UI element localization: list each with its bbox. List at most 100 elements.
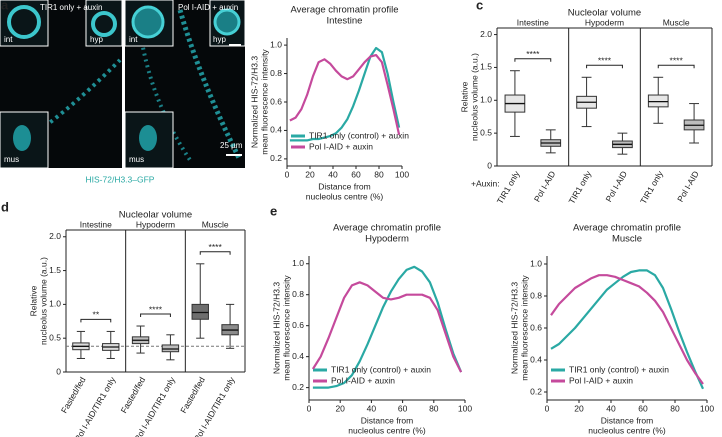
- group-label: Hypoderm: [136, 219, 175, 229]
- image-title: TIR1 only + auxin: [40, 3, 102, 12]
- y-tick-label: 0.6: [270, 96, 282, 106]
- chart-title: Average chromatin profile: [290, 5, 398, 16]
- x-tick-label: Fasted/fed: [178, 375, 207, 415]
- box: [647, 94, 669, 108]
- significance-bracket: [586, 64, 623, 69]
- y-tick-label: 1.5: [480, 62, 492, 72]
- y-axis-label: nucleolus volume (a.u.): [469, 53, 479, 141]
- chart-subtitle: Muscle: [612, 234, 642, 245]
- x-tick-label: 20: [574, 403, 584, 413]
- chart-subtitle: Intestine: [327, 16, 363, 27]
- nucleus: [91, 11, 117, 37]
- y-tick-label: 2.0: [49, 231, 61, 241]
- series-line: [289, 54, 401, 135]
- worm-nuclei: [8, 58, 122, 152]
- x-tick-label: Fasted/fed: [119, 375, 148, 415]
- chart-title: Average chromatin profile: [573, 223, 681, 234]
- image-title: Pol I-AID + auxin: [178, 3, 238, 12]
- y-axis-label: Normalized HIS-72/H3.3: [271, 282, 281, 374]
- x-tick-label: 100: [395, 169, 409, 179]
- x-tick-label: Pol I-AID: [532, 169, 558, 203]
- x-axis-label: Distance from: [318, 181, 370, 191]
- panel-letter: d: [1, 199, 9, 214]
- nucleus: [213, 8, 241, 36]
- box: [191, 303, 209, 320]
- caption: HIS-72/H3.3–GFP: [86, 174, 155, 184]
- y-tick-label: 0.8: [530, 290, 542, 300]
- y-tick-label: 0.2: [292, 382, 304, 392]
- x-tick-label: 0: [285, 169, 290, 179]
- nucleus: [13, 125, 31, 151]
- x-axis-label: Distance from: [361, 415, 413, 425]
- inset-label: hyp: [213, 35, 226, 44]
- chart-title: Average chromatin profile: [333, 223, 441, 234]
- panel-letter: c: [476, 0, 483, 12]
- panel-a: a TIR1 only + auxin Pol I-AID + auxin in…: [0, 0, 246, 184]
- chart-title: Nucleolar volume: [119, 210, 192, 221]
- x-tick-label: 80: [429, 403, 439, 413]
- y-tick-label: 0.5: [49, 332, 61, 342]
- x-tick-label: TIR1 only: [638, 168, 665, 205]
- y-axis-label: Normalized HIS-72/H3.3: [249, 56, 259, 148]
- group-label: Intestine: [517, 17, 549, 27]
- y-axis-label: nucleolus volume (a.u.): [38, 257, 48, 345]
- x-tick-label: 100: [700, 403, 714, 413]
- x-tick-label: Pol I-AID: [675, 169, 701, 203]
- y-axis-label: Normalized HIS-72/H3.3: [509, 282, 519, 374]
- x-tick-label: 60: [398, 403, 408, 413]
- x-caption: +Auxin:: [471, 178, 500, 188]
- y-tick-label: 0.8: [292, 289, 304, 299]
- significance-label: **: [93, 310, 100, 320]
- x-axis-label: Distance from: [601, 415, 653, 425]
- y-tick-label: 2.0: [480, 29, 492, 39]
- significance-bracket: [657, 64, 695, 69]
- panel-letter: a: [1, 0, 9, 12]
- y-tick-label: 0: [56, 366, 61, 376]
- inset-label: int: [4, 35, 13, 44]
- significance-label: ****: [670, 56, 684, 66]
- significance-label: ****: [149, 304, 163, 314]
- legend-label: Pol I-AID + auxin: [309, 141, 373, 151]
- y-axis-label: Relative: [28, 285, 38, 316]
- y-tick-label: 0.2: [270, 153, 282, 163]
- y-tick-label: 1.5: [49, 265, 61, 275]
- x-tick-label: TIR1 only: [566, 168, 593, 205]
- chart-subtitle: Hypoderm: [365, 234, 409, 245]
- group-label: Hypoderm: [585, 17, 624, 27]
- box: [161, 344, 180, 353]
- legend-label: Pol I-AID + auxin: [569, 375, 633, 385]
- series-line: [550, 274, 704, 385]
- x-tick-label: 40: [606, 403, 616, 413]
- series-line: [550, 269, 705, 390]
- chart-title: Nucleolar volume: [568, 8, 641, 19]
- y-tick-label: 0.8: [270, 68, 282, 78]
- y-tick-label: 0.4: [270, 125, 282, 135]
- x-tick-label: 100: [458, 403, 472, 413]
- y-axis-label: Relative: [459, 81, 469, 112]
- x-tick-label: 0: [545, 403, 550, 413]
- group-label: Muscle: [202, 219, 229, 229]
- y-axis-label: mean fluorescence intensity: [281, 275, 291, 381]
- series-line: [289, 46, 401, 142]
- x-tick-label: 20: [335, 403, 345, 413]
- nucleus: [7, 5, 41, 39]
- inset-label: int: [129, 35, 138, 44]
- x-tick-label: 60: [351, 169, 361, 179]
- legend-label: Pol I-AID + auxin: [331, 375, 395, 385]
- inset-label: mus: [4, 155, 19, 164]
- significance-label: ****: [526, 49, 540, 59]
- y-tick-label: 0.4: [530, 354, 542, 364]
- nucleus: [131, 5, 165, 39]
- legend-label: TIR1 only (control) + auxin: [569, 364, 669, 374]
- x-tick-label: Fasted/fed: [59, 375, 88, 415]
- significance-bracket: [199, 251, 231, 255]
- x-axis-label: nucleolus centre (%): [588, 425, 666, 435]
- legend-label: TIR1 only (control) + auxin: [309, 130, 409, 140]
- x-tick-label: 40: [328, 169, 338, 179]
- significance-bracket: [514, 58, 552, 62]
- significance-label: ****: [209, 242, 223, 252]
- y-tick-label: 1.0: [270, 39, 282, 49]
- inset-label: hyp: [90, 35, 103, 44]
- x-tick-label: 40: [367, 403, 377, 413]
- significance-label: ****: [598, 56, 612, 66]
